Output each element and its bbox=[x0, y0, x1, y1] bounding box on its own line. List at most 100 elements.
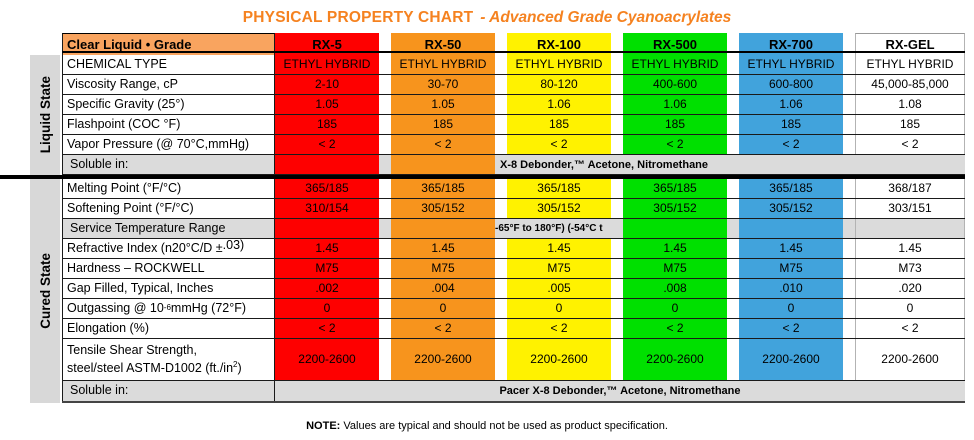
column-gap bbox=[727, 95, 739, 114]
table-row-hardness: Hardness – ROCKWELL M75 M75 M75 M75 M75 … bbox=[62, 259, 965, 279]
table-row-viscosity: Viscosity Range, cP 2-10 30-70 80-120 40… bbox=[62, 75, 965, 95]
table-row-flashpoint: Flashpoint (COC °F) 185 185 185 185 185 … bbox=[62, 115, 965, 135]
column-gap bbox=[495, 239, 507, 258]
column-gap bbox=[611, 319, 623, 338]
column-gap bbox=[379, 299, 391, 318]
cell-rx5: 0 bbox=[275, 299, 379, 318]
cell-rx500: 1.06 bbox=[623, 95, 727, 114]
cell-rxgel: 303/151 bbox=[855, 199, 965, 218]
column-gap bbox=[495, 299, 507, 318]
table-row-elongation: Elongation (%) < 2 < 2 < 2 < 2 < 2 < 2 bbox=[62, 319, 965, 339]
column-gap bbox=[727, 259, 739, 278]
table-row-vapor-pressure: Vapor Pressure (@ 70°C,mmHg) < 2 < 2 < 2… bbox=[62, 135, 965, 155]
cell-rx100: 305/152 bbox=[507, 199, 611, 218]
column-gap bbox=[379, 319, 391, 338]
footnote-label: NOTE: bbox=[306, 420, 341, 432]
cell-rx50: 185 bbox=[391, 115, 495, 134]
column-gap bbox=[843, 179, 855, 198]
service-temperature-text: -65°F to 180°F) (-54°C t bbox=[495, 223, 603, 234]
cell-rxgel: ETHYL HYBRID bbox=[855, 55, 965, 74]
cell-rx700: 305/152 bbox=[739, 199, 843, 218]
cell-rxgel: 1.45 bbox=[855, 239, 965, 258]
cell-rxgel bbox=[855, 219, 965, 238]
cell-rx50: ETHYL HYBRID bbox=[391, 55, 495, 74]
liquid-state-text: Liquid State bbox=[37, 76, 53, 154]
column-gap bbox=[843, 95, 855, 114]
column-gap bbox=[843, 239, 855, 258]
cell-rx500: < 2 bbox=[623, 319, 727, 338]
cell-rx500: 400-600 bbox=[623, 75, 727, 94]
cell-rx5: .002 bbox=[275, 279, 379, 298]
cell-rx500: 1.45 bbox=[623, 239, 727, 258]
column-gap bbox=[843, 319, 855, 338]
cell-rx500: 2200-2600 bbox=[623, 339, 727, 380]
table-row-softening-point: Softening Point (°F/°C) 310/154 305/152 … bbox=[62, 199, 965, 219]
column-gap bbox=[727, 55, 739, 74]
cell-rx700: 2200-2600 bbox=[739, 339, 843, 380]
column-header-rx-50: RX-50 bbox=[391, 33, 495, 55]
cell-rx5: 365/185 bbox=[275, 179, 379, 198]
table-row-refractive-index: Refractive Index (n20°C/D ± .03) 1.45 1.… bbox=[62, 238, 965, 259]
column-gap bbox=[611, 75, 623, 94]
column-gap bbox=[379, 55, 391, 74]
column-gap bbox=[727, 299, 739, 318]
column-gap bbox=[379, 179, 391, 198]
column-gap bbox=[495, 319, 507, 338]
cell-rx50: 305/152 bbox=[391, 199, 495, 218]
column-gap bbox=[727, 339, 739, 380]
footnote: NOTE: Values are typical and should not … bbox=[0, 420, 974, 432]
cell-rx100: < 2 bbox=[507, 319, 611, 338]
column-gap bbox=[843, 115, 855, 134]
cell-rx50: 1.05 bbox=[391, 95, 495, 114]
footnote-text: Values are typical and should not be use… bbox=[340, 420, 668, 432]
column-gap bbox=[379, 33, 391, 55]
row-label: Gap Filled, Typical, Inches bbox=[62, 279, 275, 298]
cell-rx5: 2200-2600 bbox=[275, 339, 379, 380]
column-gap bbox=[611, 179, 623, 198]
column-gap bbox=[379, 259, 391, 278]
cell-rx500: M75 bbox=[623, 259, 727, 278]
column-gap bbox=[611, 279, 623, 298]
column-gap bbox=[611, 115, 623, 134]
cell-rx500: 365/185 bbox=[623, 179, 727, 198]
column-gap bbox=[727, 279, 739, 298]
cell-rxgel: 185 bbox=[855, 115, 965, 134]
soluble-cured-text: Pacer X-8 Debonder,™ Acetone, Nitrometha… bbox=[499, 385, 741, 397]
cell-rx700: 0 bbox=[739, 299, 843, 318]
cell-rx50: < 2 bbox=[391, 319, 495, 338]
cell-rxgel: M73 bbox=[855, 259, 965, 278]
column-gap bbox=[727, 199, 739, 218]
cell-rx50: 1.45 bbox=[391, 239, 495, 258]
cell-rx700 bbox=[739, 219, 843, 238]
column-gap bbox=[611, 199, 623, 218]
cell-rxgel: 2200-2600 bbox=[855, 339, 965, 380]
cell-rx700: ETHYL HYBRID bbox=[739, 55, 843, 74]
cell-rx100: 185 bbox=[507, 115, 611, 134]
column-gap bbox=[843, 339, 855, 380]
cell-rx5: < 2 bbox=[275, 135, 379, 154]
cell-rx50: M75 bbox=[391, 259, 495, 278]
column-gap bbox=[727, 135, 739, 154]
cell-rx5: 1.05 bbox=[275, 95, 379, 114]
column-gap bbox=[727, 115, 739, 134]
title-subtitle: - Advanced Grade Cyanoacrylates bbox=[480, 8, 732, 26]
column-header-rx-100: RX-100 bbox=[507, 33, 611, 55]
cell-rx700: < 2 bbox=[739, 135, 843, 154]
cell-rx5: 1.45 bbox=[275, 239, 379, 258]
cell-rx700: 1.06 bbox=[739, 95, 843, 114]
row-label: Vapor Pressure (@ 70°C,mmHg) bbox=[62, 135, 275, 154]
column-gap bbox=[495, 95, 507, 114]
table-row-gap-filled: Gap Filled, Typical, Inches .002 .004 .0… bbox=[62, 279, 965, 299]
cell-rx50: 0 bbox=[391, 299, 495, 318]
cell-rx500: ETHYL HYBRID bbox=[623, 55, 727, 74]
cell-rx500: .008 bbox=[623, 279, 727, 298]
table-row-chemical-type: CHEMICAL TYPE ETHYL HYBRID ETHYL HYBRID … bbox=[62, 55, 965, 75]
row-label: Melting Point (°F/°C) bbox=[62, 179, 275, 198]
cell-rx5: < 2 bbox=[275, 319, 379, 338]
column-gap bbox=[727, 179, 739, 198]
column-gap bbox=[495, 199, 507, 218]
cell-rx50: .004 bbox=[391, 279, 495, 298]
column-gap bbox=[379, 95, 391, 114]
column-gap bbox=[379, 219, 391, 238]
section-divider bbox=[0, 175, 965, 179]
